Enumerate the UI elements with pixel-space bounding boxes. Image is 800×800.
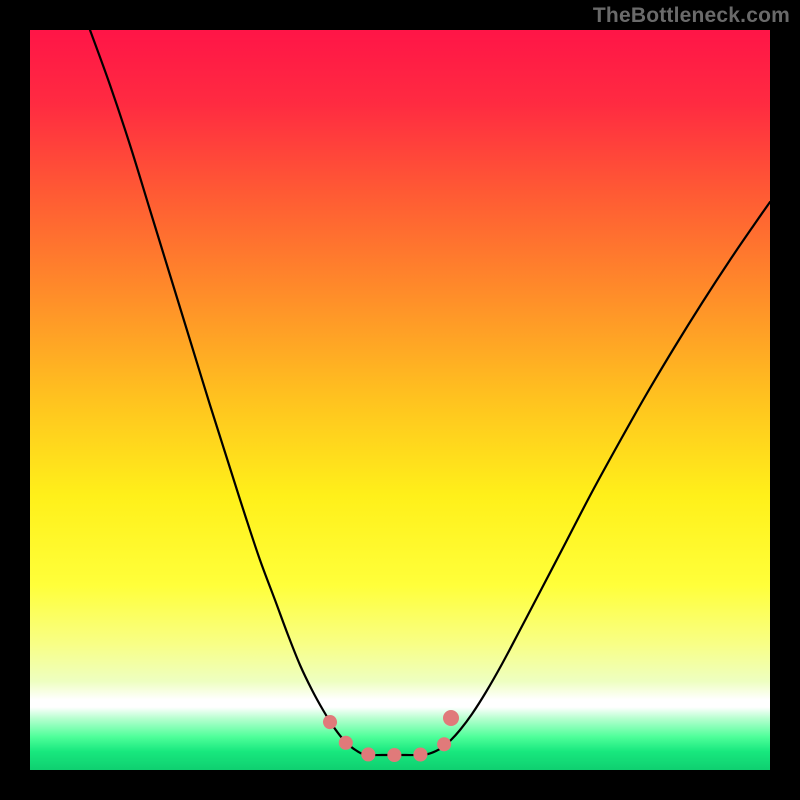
highlight-dotted-segment bbox=[330, 722, 446, 755]
bottleneck-curve bbox=[90, 30, 770, 755]
highlight-extra-dot bbox=[443, 710, 459, 726]
curve-layer bbox=[30, 30, 770, 770]
watermark-text: TheBottleneck.com bbox=[593, 4, 790, 28]
plot-area bbox=[30, 30, 770, 770]
